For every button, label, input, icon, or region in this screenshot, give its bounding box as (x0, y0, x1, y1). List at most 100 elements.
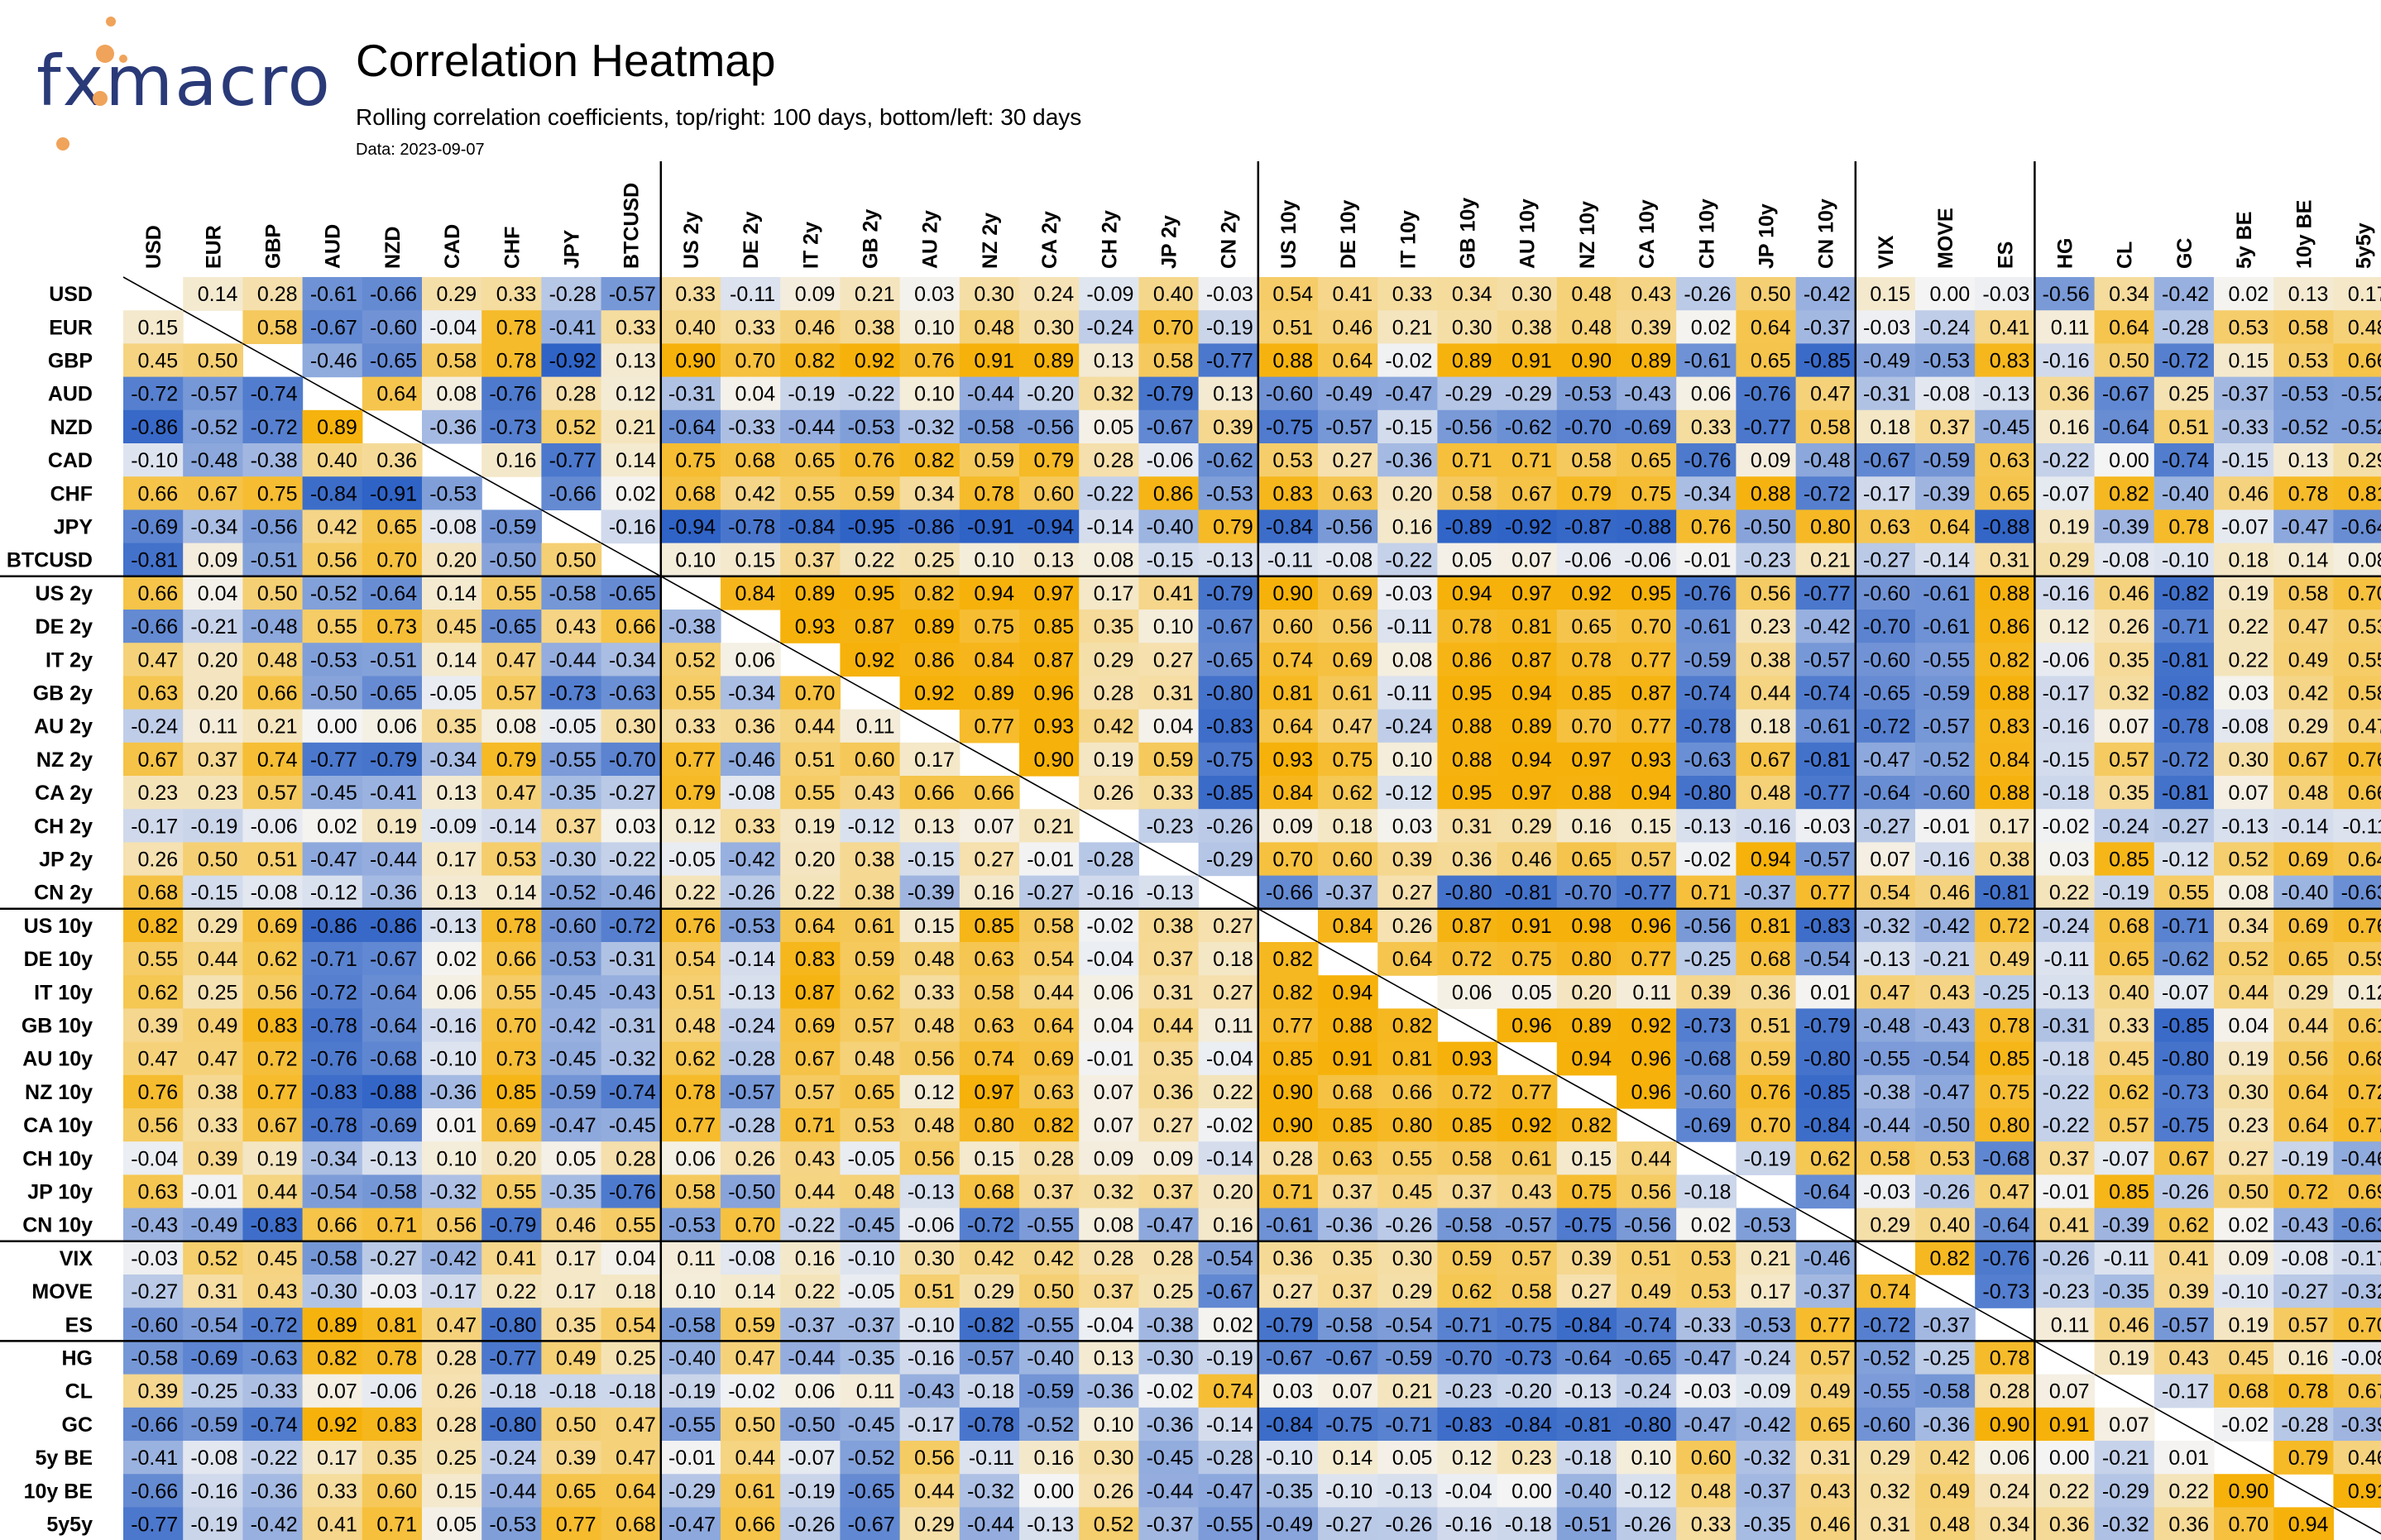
heatmap-cell (183, 376, 243, 411)
cell-value: 0.96 (1631, 1081, 1672, 1104)
cell-value: -0.27 (2162, 815, 2209, 838)
heatmap-cell (2153, 343, 2215, 378)
cell-value: 0.22 (2049, 882, 2090, 905)
cell-value: -0.57 (967, 1347, 1014, 1370)
cell-value: 0.13 (2288, 283, 2329, 306)
cell-value: -0.48 (190, 449, 237, 472)
cell-value: 0.79 (1034, 449, 1075, 472)
heatmap-cell (1437, 376, 1498, 411)
cell-value: -0.83 (1445, 1413, 1492, 1437)
diagonal-line (1258, 908, 1319, 943)
cell-value: 0.66 (914, 782, 955, 805)
cell-value: -0.35 (549, 1181, 596, 1204)
cell-value: 0.65 (2288, 948, 2329, 971)
fxmacro-logo: fxmacro (17, 15, 330, 155)
cell-value: 0.78 (376, 1347, 417, 1370)
cell-value: -0.03 (1863, 1181, 1910, 1204)
cell-value: -0.07 (2162, 981, 2209, 1004)
cell-value: 0.17 (1990, 815, 2030, 838)
cell-value: -0.40 (1564, 1480, 1612, 1503)
cell-value: 0.09 (1751, 449, 1791, 472)
cell-value: 0.00 (317, 715, 357, 739)
cell-value: 0.55 (496, 582, 537, 605)
heatmap-cell (362, 343, 423, 378)
cell-value: 0.65 (1571, 615, 1612, 638)
cell-value: 0.95 (1631, 582, 1672, 605)
heatmap-cell (1855, 343, 1916, 378)
cell-value: -0.50 (489, 549, 536, 572)
cell-value: -0.27 (1325, 1514, 1373, 1537)
cell-value: -0.35 (549, 782, 596, 805)
cell-value: 0.34 (2229, 915, 2269, 938)
cell-value: 0.49 (2288, 648, 2329, 672)
cell-value: 0.84 (974, 648, 1014, 672)
cell-value: 0.13 (1094, 1347, 1134, 1370)
cell-value: 0.69 (795, 1015, 836, 1038)
cell-value: 0.47 (437, 1313, 477, 1337)
cell-value: -0.13 (429, 915, 477, 938)
heatmap-cell (1915, 277, 1976, 311)
cell-value: 0.66 (1392, 1081, 1433, 1104)
cell-value: 0.61 (855, 915, 895, 938)
cell-value: 0.76 (138, 1081, 179, 1104)
diagonal-line (1675, 1141, 1737, 1176)
cell-value: 0.95 (855, 582, 895, 605)
column-label-5y5y: 5y5y (2353, 222, 2376, 269)
heatmap-cell (2094, 409, 2155, 444)
cell-value: 0.89 (1034, 350, 1075, 373)
cell-value: 0.71 (1272, 1181, 1313, 1204)
heatmap-cell (422, 409, 482, 444)
cell-value: 0.64 (2288, 1114, 2329, 1137)
cell-value: 0.92 (1571, 582, 1612, 605)
cell-value: 0.50 (2109, 350, 2149, 373)
cell-value: -0.84 (1564, 1313, 1612, 1337)
heatmap-cell (1377, 443, 1438, 477)
cell-value: -0.28 (728, 1048, 775, 1071)
cell-value: 0.96 (1034, 682, 1075, 705)
cell-value: 0.08 (437, 383, 477, 406)
cell-value: -0.21 (2102, 1447, 2149, 1470)
cell-value: -0.71 (2162, 615, 2209, 638)
cell-value: -0.71 (310, 948, 357, 971)
cell-value: 0.47 (496, 782, 537, 805)
cell-value: -0.39 (2341, 1413, 2381, 1437)
cell-value: 0.45 (437, 615, 477, 638)
row-label-gc: GC (62, 1413, 93, 1437)
cell-value: -0.16 (2043, 350, 2090, 373)
cell-value: 0.13 (437, 782, 477, 805)
cell-value: -0.84 (310, 482, 357, 505)
cell-value: -0.05 (429, 682, 477, 705)
cell-value: -0.26 (728, 882, 775, 905)
cell-value: 0.30 (1034, 316, 1075, 339)
cell-value: -0.70 (1564, 416, 1612, 439)
heatmap-cell (660, 476, 721, 510)
heatmap-cell (183, 343, 243, 378)
cell-value: 0.62 (855, 981, 895, 1004)
diagonal-line (959, 742, 1020, 777)
cell-value: 0.68 (2348, 1048, 2381, 1071)
cell-value: 0.10 (914, 316, 955, 339)
diagonal-line (1078, 808, 1139, 844)
cell-value: 0.85 (2109, 1181, 2149, 1204)
cell-value: 0.42 (974, 1247, 1014, 1270)
cell-value: 0.29 (1870, 1214, 1910, 1237)
cell-value: 0.65 (1571, 849, 1612, 872)
cell-value: -0.18 (967, 1380, 1014, 1404)
cell-value: -0.08 (1923, 383, 1970, 406)
cell-value: 0.66 (735, 1514, 776, 1537)
cell-value: -0.60 (131, 1313, 178, 1337)
cell-value: 0.53 (1691, 1280, 1732, 1303)
row-label-5y-be: 5y BE (36, 1447, 93, 1470)
cell-value: -0.11 (1387, 615, 1432, 638)
cell-value: -0.04 (1445, 1480, 1492, 1503)
cell-value: 0.62 (675, 1048, 716, 1071)
cell-value: -0.47 (1684, 1347, 1731, 1370)
cell-value: 0.21 (1392, 1380, 1433, 1404)
cell-value: -0.86 (370, 915, 417, 938)
heatmap-cell (1556, 409, 1617, 444)
cell-value: 0.70 (735, 350, 776, 373)
cell-value: 0.92 (855, 648, 895, 672)
cell-value: -0.40 (668, 1347, 716, 1370)
cell-value: -0.52 (310, 582, 357, 605)
logo-dot (93, 91, 108, 106)
